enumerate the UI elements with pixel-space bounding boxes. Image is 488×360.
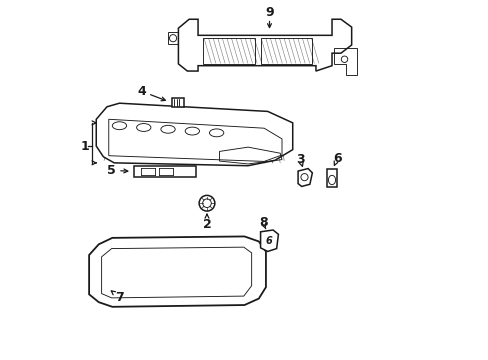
Polygon shape — [171, 98, 184, 107]
Text: 8: 8 — [258, 216, 267, 229]
Text: 4: 4 — [137, 85, 146, 98]
Polygon shape — [260, 230, 278, 251]
Polygon shape — [298, 168, 312, 186]
Text: 2: 2 — [202, 218, 211, 231]
Text: 3: 3 — [295, 153, 304, 166]
Text: 1: 1 — [80, 140, 89, 153]
Text: 9: 9 — [264, 6, 273, 19]
Polygon shape — [134, 166, 196, 177]
Text: 6: 6 — [265, 236, 272, 246]
Polygon shape — [96, 103, 292, 166]
Text: 5: 5 — [107, 164, 116, 177]
Text: 7: 7 — [115, 291, 123, 304]
Polygon shape — [326, 169, 337, 187]
Polygon shape — [89, 237, 265, 307]
Text: 6: 6 — [332, 152, 341, 165]
